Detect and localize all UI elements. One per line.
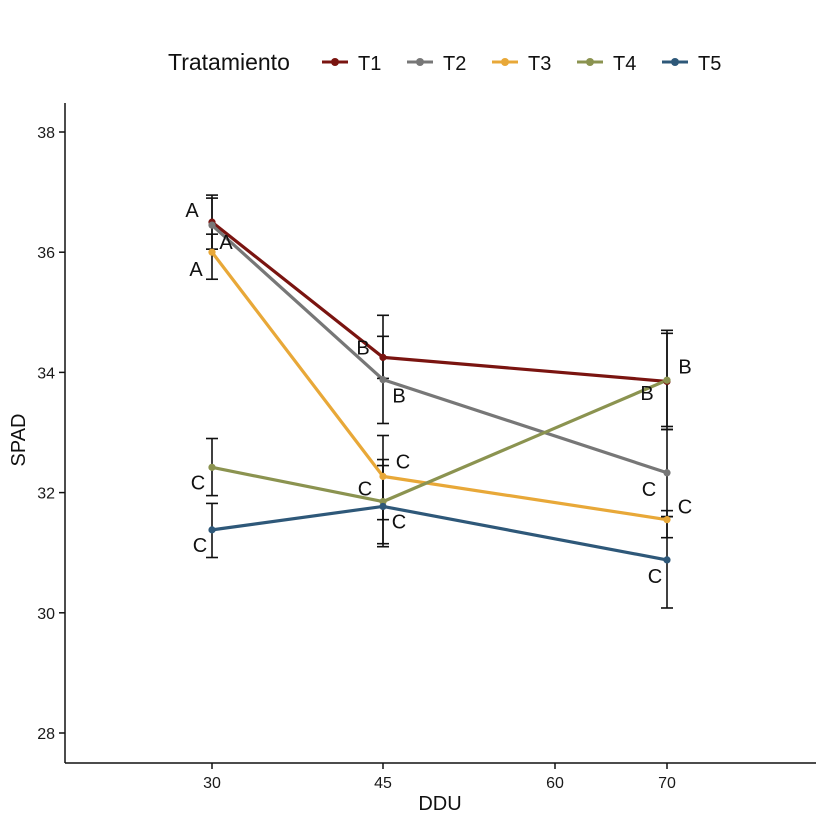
legend-label-t4: T4 bbox=[613, 53, 636, 75]
data-point-t2 bbox=[379, 376, 387, 384]
y-tick-label: 28 bbox=[37, 726, 55, 743]
significance-label-t3: C bbox=[396, 451, 410, 473]
legend-title: Tratamiento bbox=[168, 49, 290, 75]
significance-label-t4: C bbox=[191, 472, 205, 494]
data-point-t5 bbox=[663, 556, 671, 564]
legend: Tratamiento T1 T2 T3 T4 T5 bbox=[168, 49, 721, 75]
y-tick-label: 34 bbox=[37, 365, 55, 382]
significance-label-t4: B bbox=[640, 383, 653, 405]
x-tick-label: 70 bbox=[658, 775, 676, 792]
significance-label-t1: A bbox=[185, 200, 199, 222]
data-point-t5 bbox=[208, 526, 216, 534]
x-axis-title: DDU bbox=[418, 793, 461, 815]
series-line-t1 bbox=[211, 220, 668, 384]
data-point-t1 bbox=[379, 353, 387, 361]
legend-key-point-t1 bbox=[331, 58, 339, 66]
significance-label-t5: C bbox=[392, 511, 406, 533]
data-point-t2 bbox=[663, 469, 671, 477]
error-bars bbox=[206, 194, 673, 609]
series-lines bbox=[210, 220, 668, 562]
y-tick-label: 30 bbox=[37, 606, 55, 623]
data-point-t3 bbox=[379, 472, 387, 480]
axes: DDU SPAD bbox=[8, 103, 816, 815]
significance-label-t1: B bbox=[678, 356, 691, 378]
legend-label-t1: T1 bbox=[358, 53, 381, 75]
significance-label-t5: C bbox=[648, 566, 662, 588]
legend-label-t2: T2 bbox=[443, 53, 466, 75]
data-point-t3 bbox=[663, 516, 671, 524]
x-tick-label: 45 bbox=[374, 775, 392, 792]
y-tick-label: 36 bbox=[37, 245, 55, 262]
x-tick-label: 30 bbox=[203, 775, 221, 792]
significance-label-t1: B bbox=[356, 337, 369, 359]
y-axis-title: SPAD bbox=[8, 414, 30, 467]
points bbox=[208, 218, 671, 564]
significance-label-t3: C bbox=[678, 497, 692, 519]
significance-label-t5: C bbox=[193, 535, 207, 557]
data-point-t5 bbox=[379, 502, 387, 511]
ticks: 28 30 32 34 36 38 30 45 60 70 bbox=[37, 125, 676, 792]
x-tick-label: 60 bbox=[546, 775, 564, 792]
data-point-t4 bbox=[208, 463, 216, 471]
y-tick-label: 32 bbox=[37, 486, 55, 503]
significance-label-t2: A bbox=[219, 232, 233, 254]
data-point-t2 bbox=[208, 221, 216, 229]
significance-label-t3: A bbox=[189, 259, 203, 281]
significance-label-t4: C bbox=[358, 479, 372, 501]
legend-label-t5: T5 bbox=[698, 53, 721, 75]
significance-label-t2: C bbox=[642, 479, 656, 501]
data-point-t4 bbox=[663, 376, 671, 384]
legend-key-point-t2 bbox=[416, 58, 424, 66]
legend-key-point-t3 bbox=[501, 58, 509, 66]
series-line-t5 bbox=[211, 504, 668, 562]
series-line-t2 bbox=[210, 223, 668, 475]
data-point-t3 bbox=[208, 248, 216, 256]
legend-key-point-t5 bbox=[671, 58, 679, 66]
legend-label-t3: T3 bbox=[528, 53, 551, 75]
significance-label-t2: B bbox=[392, 386, 405, 408]
y-tick-label: 38 bbox=[37, 125, 55, 142]
legend-key-point-t4 bbox=[586, 58, 594, 66]
